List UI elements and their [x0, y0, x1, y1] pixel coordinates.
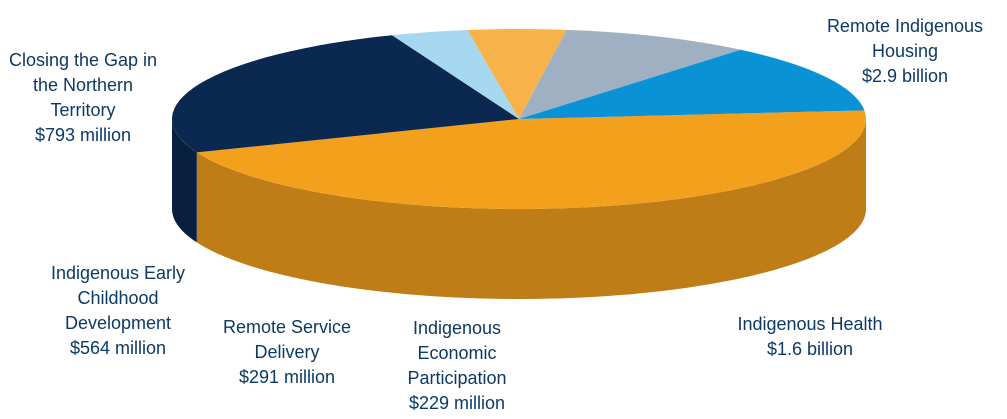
slice-label-line: Economic — [417, 343, 496, 363]
slice-label-line: Remote Service — [223, 317, 351, 337]
pie-labels: Remote Indigenous Housing $2.9 billion Indi… — [9, 16, 983, 413]
slice-label-line: Delivery — [254, 342, 319, 362]
pie-slice-1 — [172, 35, 520, 153]
pie-slice-2 — [392, 30, 519, 119]
slice-label-line: Childhood — [77, 288, 158, 308]
slice-label-line: Indigenous Early — [51, 263, 185, 283]
slice-label-2: Indigenous Economic Participation $229 mill… — [407, 318, 506, 413]
pie-sides — [172, 119, 867, 299]
pie-slice-0 — [196, 110, 866, 209]
slice-label-line: Development — [65, 313, 171, 333]
slice-label-1: Indigenous Health $1.6 billion — [737, 314, 882, 359]
slice-label-4: Indigenous Early Childhood Development $564… — [51, 263, 185, 358]
slice-label-0: Remote Indigenous Housing $2.9 billion — [827, 16, 983, 86]
slice-label-5: Closing the Gap in the Northern Territory $… — [9, 50, 157, 145]
slice-label-line: Participation — [407, 368, 506, 388]
slice-label-line: $291 million — [239, 367, 335, 387]
slice-label-line: Indigenous — [413, 318, 501, 338]
pie-side-1 — [172, 119, 197, 243]
slice-label-line: Territory — [50, 100, 115, 120]
slice-label-line: the Northern — [33, 75, 133, 95]
pie-slice-4 — [519, 29, 741, 120]
slice-label-3: Remote Service Delivery $291 million — [223, 317, 351, 387]
slice-label-line: Indigenous Health — [737, 314, 882, 334]
slice-label-line: Closing the Gap in — [9, 50, 157, 70]
pie-tops — [172, 29, 866, 209]
slice-label-line: $229 million — [409, 393, 505, 413]
pie-side-0 — [196, 119, 867, 299]
slice-label-line: Housing — [872, 41, 938, 61]
pie-slice-5 — [519, 49, 865, 119]
pie-slice-3 — [467, 29, 567, 120]
slice-label-line: Remote Indigenous — [827, 16, 983, 36]
slice-label-line: $2.9 billion — [862, 66, 948, 86]
slice-label-line: $793 million — [35, 125, 131, 145]
slice-label-line: $564 million — [70, 338, 166, 358]
slice-label-line: $1.6 billion — [767, 339, 853, 359]
